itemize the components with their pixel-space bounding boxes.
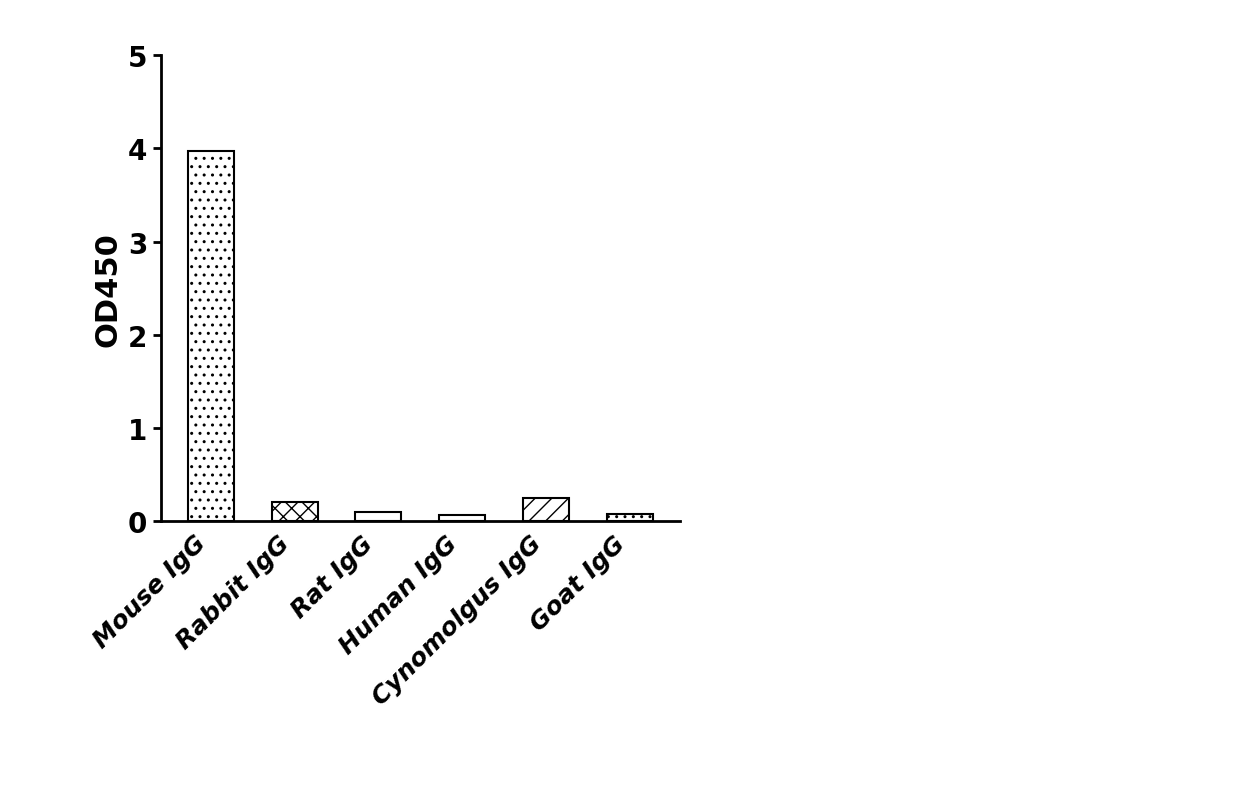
Bar	[607, 514, 653, 521]
Bar	[188, 152, 234, 521]
Bar	[272, 503, 318, 521]
Bar	[439, 515, 486, 521]
Y-axis label: OD450: OD450	[94, 231, 122, 346]
Bar	[523, 498, 569, 521]
Bar	[356, 512, 402, 521]
